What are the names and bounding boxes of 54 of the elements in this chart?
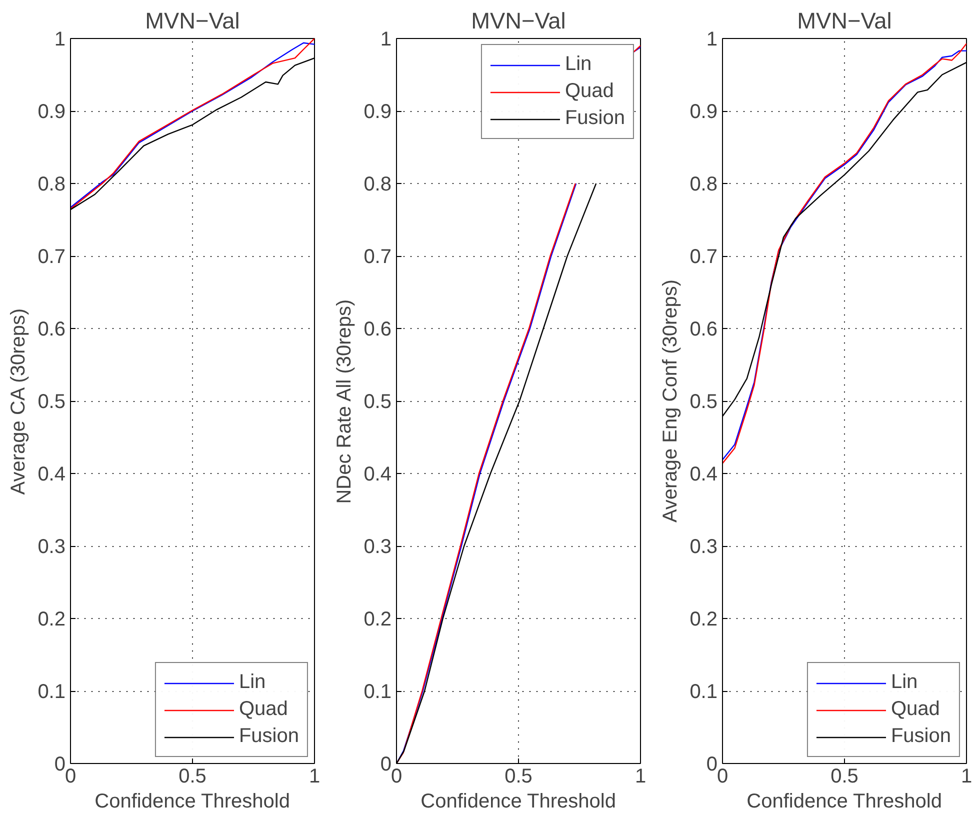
y-tick-label: 0.8	[364, 174, 392, 196]
y-tick-label: 0.3	[690, 536, 718, 558]
legend-label: Fusion	[238, 725, 299, 748]
y-tick-label: 0.9	[364, 101, 392, 123]
legend-label: Fusion	[890, 725, 951, 748]
y-tick-label: 0.3	[364, 536, 392, 558]
y-tick-label: 0.5	[38, 391, 66, 413]
y-tick-label: 0.7	[364, 246, 392, 268]
y-tick-label: 1	[380, 28, 392, 50]
legend-label: Lin	[564, 53, 592, 76]
x-tick-label: 0.5	[830, 766, 858, 788]
y-axis-title: Average Eng Conf (30reps)	[660, 279, 682, 523]
legend-label: Quad	[238, 698, 288, 721]
y-tick-label: 0.9	[690, 101, 718, 123]
y-tick-label: 0.1	[38, 681, 66, 703]
y-axis-title: NDec Rate All (30reps)	[334, 299, 356, 504]
y-tick-label: 0.1	[690, 681, 718, 703]
chart-title: MVN−Val	[145, 8, 240, 34]
legend-label: Fusion	[564, 107, 625, 130]
y-tick-label: 0.2	[364, 608, 392, 630]
x-tick-label: 1	[960, 766, 972, 788]
y-tick-label: 0.9	[38, 101, 66, 123]
x-tick-label: 1	[308, 766, 320, 788]
y-tick-label: 0.6	[38, 318, 66, 340]
y-tick-label: 0.4	[690, 464, 718, 486]
y-tick-label: 0.5	[690, 391, 718, 413]
y-axis-title: Average CA (30reps)	[8, 308, 30, 495]
x-tick-label: 1	[634, 766, 646, 788]
y-tick-label: 0.2	[38, 608, 66, 630]
y-tick-label: 0.7	[38, 246, 66, 268]
y-tick-label: 0.6	[364, 318, 392, 340]
x-tick-label: 0.5	[504, 766, 532, 788]
y-tick-label: 0.8	[38, 174, 66, 196]
legend-label: Quad	[890, 698, 940, 721]
y-tick-label: 0.3	[38, 536, 66, 558]
y-tick-label: 0.7	[690, 246, 718, 268]
legend-label: Lin	[238, 671, 266, 694]
y-tick-label: 0.4	[364, 464, 392, 486]
chart-title: MVN−Val	[471, 8, 566, 34]
y-tick-label: 1	[54, 28, 66, 50]
legend-label: Quad	[564, 80, 614, 103]
y-tick-label: 0.8	[690, 174, 718, 196]
y-tick-label: 0.5	[364, 391, 392, 413]
y-tick-label: 0.6	[690, 318, 718, 340]
y-tick-label: 1	[706, 28, 718, 50]
x-axis-title: Confidence Threshold	[94, 790, 290, 812]
x-axis-title: Confidence Threshold	[420, 790, 616, 812]
y-tick-label: 0.1	[364, 681, 392, 703]
y-tick-label: 0.2	[690, 608, 718, 630]
x-axis-title: Confidence Threshold	[746, 790, 942, 812]
legend-label: Lin	[890, 671, 918, 694]
y-tick-label: 0.4	[38, 464, 66, 486]
chart-title: MVN−Val	[797, 8, 892, 34]
x-tick-label: 0.5	[178, 766, 206, 788]
